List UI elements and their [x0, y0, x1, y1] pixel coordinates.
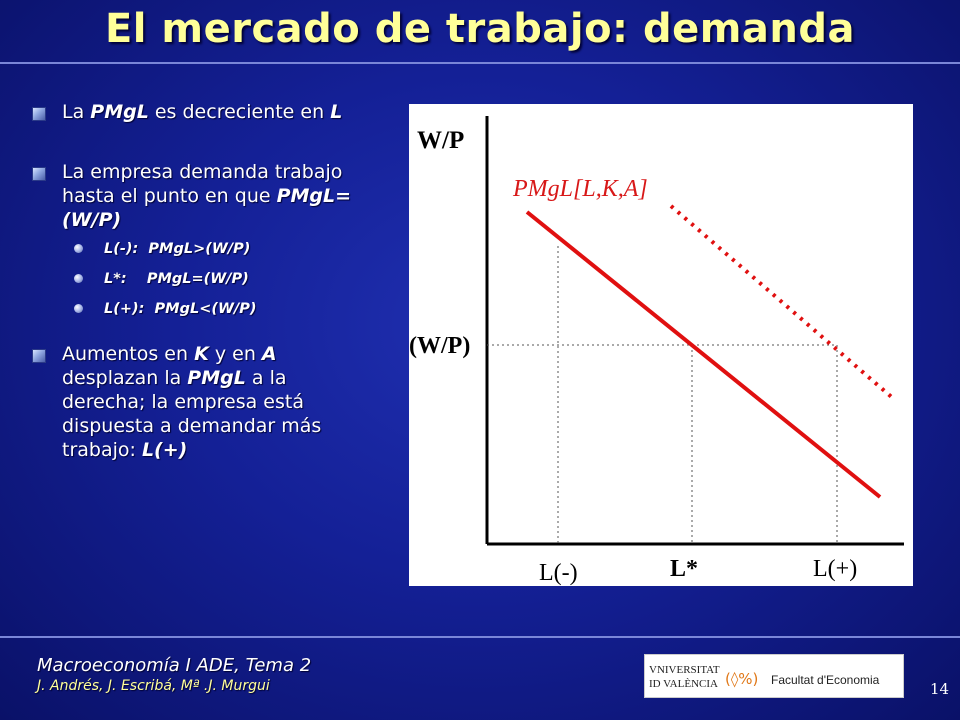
- bullet-decreasing-pmgl: La PMgL es decreciente en L: [30, 100, 375, 124]
- pmgl-shifted-curve: [669, 204, 897, 402]
- y-axis-label: W/P: [417, 127, 464, 154]
- sub-bullet-l-plus: L(+): PMgL<(W/P): [30, 294, 375, 324]
- title-divider: [0, 62, 960, 64]
- sub-bullet-l-minus: L(-): PMgL>(W/P): [30, 234, 375, 264]
- logo-svg: VNIVERSITAT ID VALÈNCIA (◊%) Facultat d'…: [649, 664, 880, 690]
- sub-bullet-marker-icon: [74, 274, 83, 283]
- footer-authors: J. Andrés, J. Escribá, Mª .J. Murgui: [37, 678, 270, 694]
- bullet-list: La PMgL es decreciente en L La empresa d…: [30, 100, 375, 462]
- sub-bullet-list: L(-): PMgL>(W/P) L*: PMgL=(W/P) L(+): PM…: [30, 234, 375, 324]
- x-label-l-minus: L(-): [539, 560, 578, 586]
- page-number: 14: [930, 680, 950, 698]
- pmgl-curve: [525, 210, 882, 499]
- sub-bullet-l-star: L*: PMgL=(W/P): [30, 264, 375, 294]
- diagram-svg: W/P (W/P) PMgL[L,K,A] L(-) L* L(+): [409, 116, 904, 586]
- university-logo: VNIVERSITAT ID VALÈNCIA (◊%) Facultat d'…: [644, 654, 904, 698]
- x-label-l-star: L*: [670, 556, 698, 582]
- footer-divider: [0, 636, 960, 638]
- footer-course: Macroeconomía I ADE, Tema 2: [37, 655, 312, 676]
- logo-university-line1: VNIVERSITAT: [649, 664, 720, 676]
- logo-faculty: Facultat d'Economia: [771, 673, 880, 687]
- bullet-labor-demand-rule: La empresa demanda trabajo hasta el punt…: [30, 160, 375, 232]
- sub-bullet-marker-icon: [74, 304, 83, 313]
- bullet-marker-icon: [32, 167, 46, 181]
- sub-bullet-marker-icon: [74, 244, 83, 253]
- x-label-l-plus: L(+): [813, 556, 857, 582]
- slide-title: El mercado de trabajo: demanda: [104, 6, 856, 52]
- bullet-marker-icon: [32, 107, 46, 121]
- logo-university-line2: ID VALÈNCIA: [649, 678, 718, 690]
- wage-level-label: (W/P): [409, 333, 470, 359]
- bullet-shift-pmgl: Aumentos en K y en A desplazan la PMgL a…: [30, 342, 375, 462]
- labor-demand-diagram: W/P (W/P) PMgL[L,K,A] L(-) L* L(+): [409, 104, 913, 586]
- pmgl-curve-label: PMgL[L,K,A]: [512, 176, 648, 202]
- faculty-emblem-icon: (◊%): [725, 670, 758, 688]
- bullet-marker-icon: [32, 349, 46, 363]
